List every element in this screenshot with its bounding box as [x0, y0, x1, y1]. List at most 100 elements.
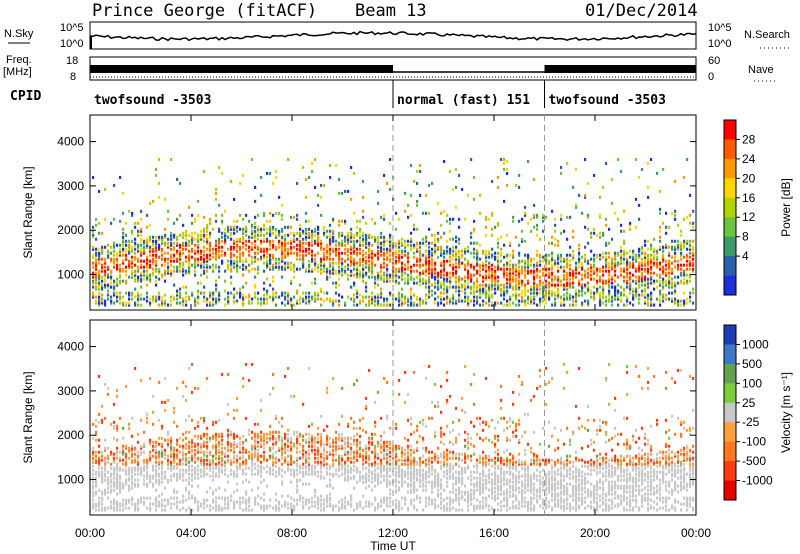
data-cell: [194, 452, 197, 456]
data-cell: [410, 243, 413, 247]
data-cell: [302, 474, 305, 478]
data-cell: [521, 269, 524, 273]
data-cell: [293, 237, 296, 241]
data-cell: [116, 474, 119, 478]
data-cell: [113, 420, 116, 424]
data-cell: [491, 211, 494, 215]
data-cell: [158, 181, 161, 185]
data-cell: [647, 261, 650, 265]
data-cell: [203, 215, 206, 219]
data-cell: [218, 466, 221, 470]
data-cell: [191, 239, 194, 243]
data-cell: [638, 255, 641, 259]
data-cell: [200, 263, 203, 267]
data-cell: [683, 239, 686, 243]
data-cell: [644, 263, 647, 267]
data-cell: [398, 281, 401, 285]
data-cell: [137, 245, 140, 249]
data-cell: [353, 297, 356, 301]
data-cell: [242, 241, 245, 245]
data-cell: [458, 265, 461, 269]
data-cell: [455, 275, 458, 279]
data-cell: [200, 233, 203, 237]
data-cell: [419, 249, 422, 253]
data-cell: [284, 303, 287, 307]
data-cell: [113, 301, 116, 305]
data-cell: [308, 291, 311, 295]
data-cell: [167, 271, 170, 275]
data-cell: [281, 243, 284, 247]
data-cell: [119, 263, 122, 267]
data-cell: [533, 263, 536, 267]
data-cell: [296, 267, 299, 271]
data-cell: [365, 237, 368, 241]
data-cell: [281, 454, 284, 458]
data-cell: [323, 251, 326, 255]
data-cell: [254, 235, 257, 239]
data-cell: [551, 263, 554, 267]
data-cell: [293, 265, 296, 269]
data-cell: [203, 498, 206, 502]
data-cell: [437, 295, 440, 299]
data-cell: [137, 502, 140, 506]
data-cell: [572, 185, 575, 189]
data-cell: [665, 225, 668, 229]
data-cell: [260, 474, 263, 478]
noise-strip-frame: [89, 21, 697, 50]
data-cell: [329, 229, 332, 233]
data-cell: [299, 494, 302, 498]
data-cell: [443, 261, 446, 265]
data-cell: [386, 303, 389, 307]
data-cell: [167, 498, 170, 502]
data-cell: [356, 303, 359, 307]
data-cell: [689, 275, 692, 279]
data-cell: [137, 500, 140, 504]
data-cell: [248, 378, 251, 382]
data-cell: [254, 257, 257, 261]
data-cell: [182, 494, 185, 498]
data-cell: [371, 297, 374, 301]
data-cell: [233, 474, 236, 478]
data-cell: [371, 257, 374, 261]
data-cell: [551, 291, 554, 295]
data-cell: [518, 285, 521, 289]
data-cell: [242, 440, 245, 444]
data-cell: [371, 301, 374, 305]
data-cell: [590, 291, 593, 295]
data-cell: [584, 253, 587, 257]
data-cell: [377, 189, 380, 193]
data-cell: [164, 400, 167, 404]
data-cell: [221, 458, 224, 462]
data-cell: [332, 303, 335, 307]
data-cell: [161, 464, 164, 468]
data-cell: [557, 289, 560, 293]
data-cell: [155, 253, 158, 257]
data-cell: [410, 277, 413, 281]
data-cell: [692, 245, 695, 249]
data-cell: [248, 247, 251, 251]
data-cell: [101, 247, 104, 251]
data-cell: [188, 243, 191, 247]
data-cell: [611, 303, 614, 307]
data-cell: [479, 287, 482, 291]
data-cell: [485, 217, 488, 221]
data-cell: [683, 271, 686, 275]
data-cell: [551, 273, 554, 277]
data-cell: [605, 251, 608, 255]
data-cell: [419, 299, 422, 303]
data-cell: [323, 257, 326, 261]
data-cell: [635, 257, 638, 261]
data-cell: [179, 468, 182, 472]
data-cell: [149, 496, 152, 500]
data-cell: [230, 442, 233, 446]
data-cell: [185, 231, 188, 235]
data-cell: [257, 237, 260, 241]
data-cell: [149, 480, 152, 484]
data-cell: [194, 470, 197, 474]
data-cell: [371, 265, 374, 269]
data-cell: [227, 299, 230, 303]
data-cell: [497, 251, 500, 255]
data-cell: [314, 281, 317, 285]
data-cell: [92, 279, 95, 283]
